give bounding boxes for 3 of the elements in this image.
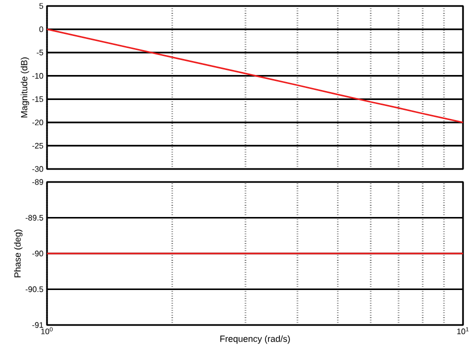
x-axis-title: Frequency (rad/s) [220,335,290,344]
y-axis-title: Phase (deg) [14,230,22,278]
y-axis-title: Magnitude (dB) [20,57,30,118]
